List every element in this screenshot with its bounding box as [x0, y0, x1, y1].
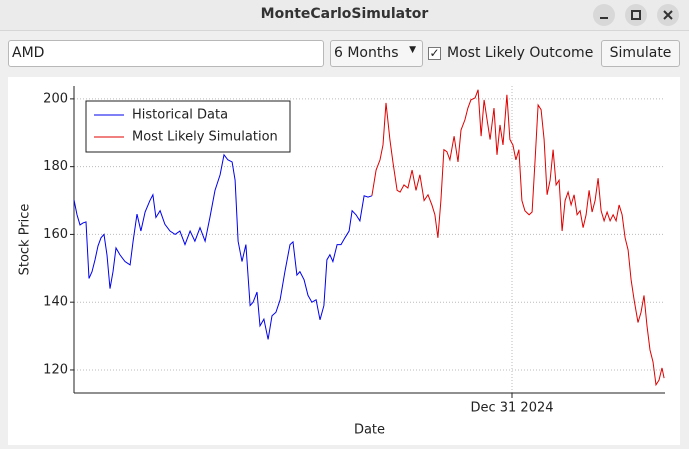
- button-text: Simulate: [609, 45, 672, 61]
- x-tick-label: Dec 31 2024: [470, 401, 553, 416]
- y-tick-label: 120: [43, 362, 68, 377]
- minimize-button[interactable]: [593, 4, 615, 26]
- y-axis-label: Stock Price: [18, 204, 33, 276]
- data-line: [371, 89, 665, 387]
- maximize-button[interactable]: [625, 4, 647, 26]
- simulate-button[interactable]: Simulate: [601, 40, 680, 67]
- data-line: [73, 153, 373, 340]
- y-tick-label: 160: [43, 227, 68, 242]
- ticker-input[interactable]: AMD: [8, 40, 324, 67]
- period-text: 6 Months: [334, 45, 399, 61]
- legend-label: Most Likely Simulation: [132, 130, 278, 145]
- y-tick-label: 180: [43, 159, 68, 174]
- checkbox-label[interactable]: Most Likely Outcome: [447, 45, 594, 61]
- title-bar: MonteCarloSimulator: [0, 0, 689, 31]
- checkbox[interactable]: ✓: [428, 46, 441, 60]
- legend-label: Historical Data: [132, 108, 228, 123]
- period-dropdown[interactable]: 6 Months ▼: [330, 40, 423, 67]
- y-tick-label: 200: [43, 91, 68, 106]
- legend-box: [85, 100, 291, 153]
- legend: Historical Data Most Likely Simulation: [85, 100, 291, 153]
- x-axis-label: Date: [354, 423, 385, 438]
- close-button[interactable]: [657, 4, 679, 26]
- y-tick-label: 140: [43, 295, 68, 310]
- ticker-text: AMD: [12, 45, 45, 61]
- window-title: MonteCarloSimulator: [260, 6, 429, 22]
